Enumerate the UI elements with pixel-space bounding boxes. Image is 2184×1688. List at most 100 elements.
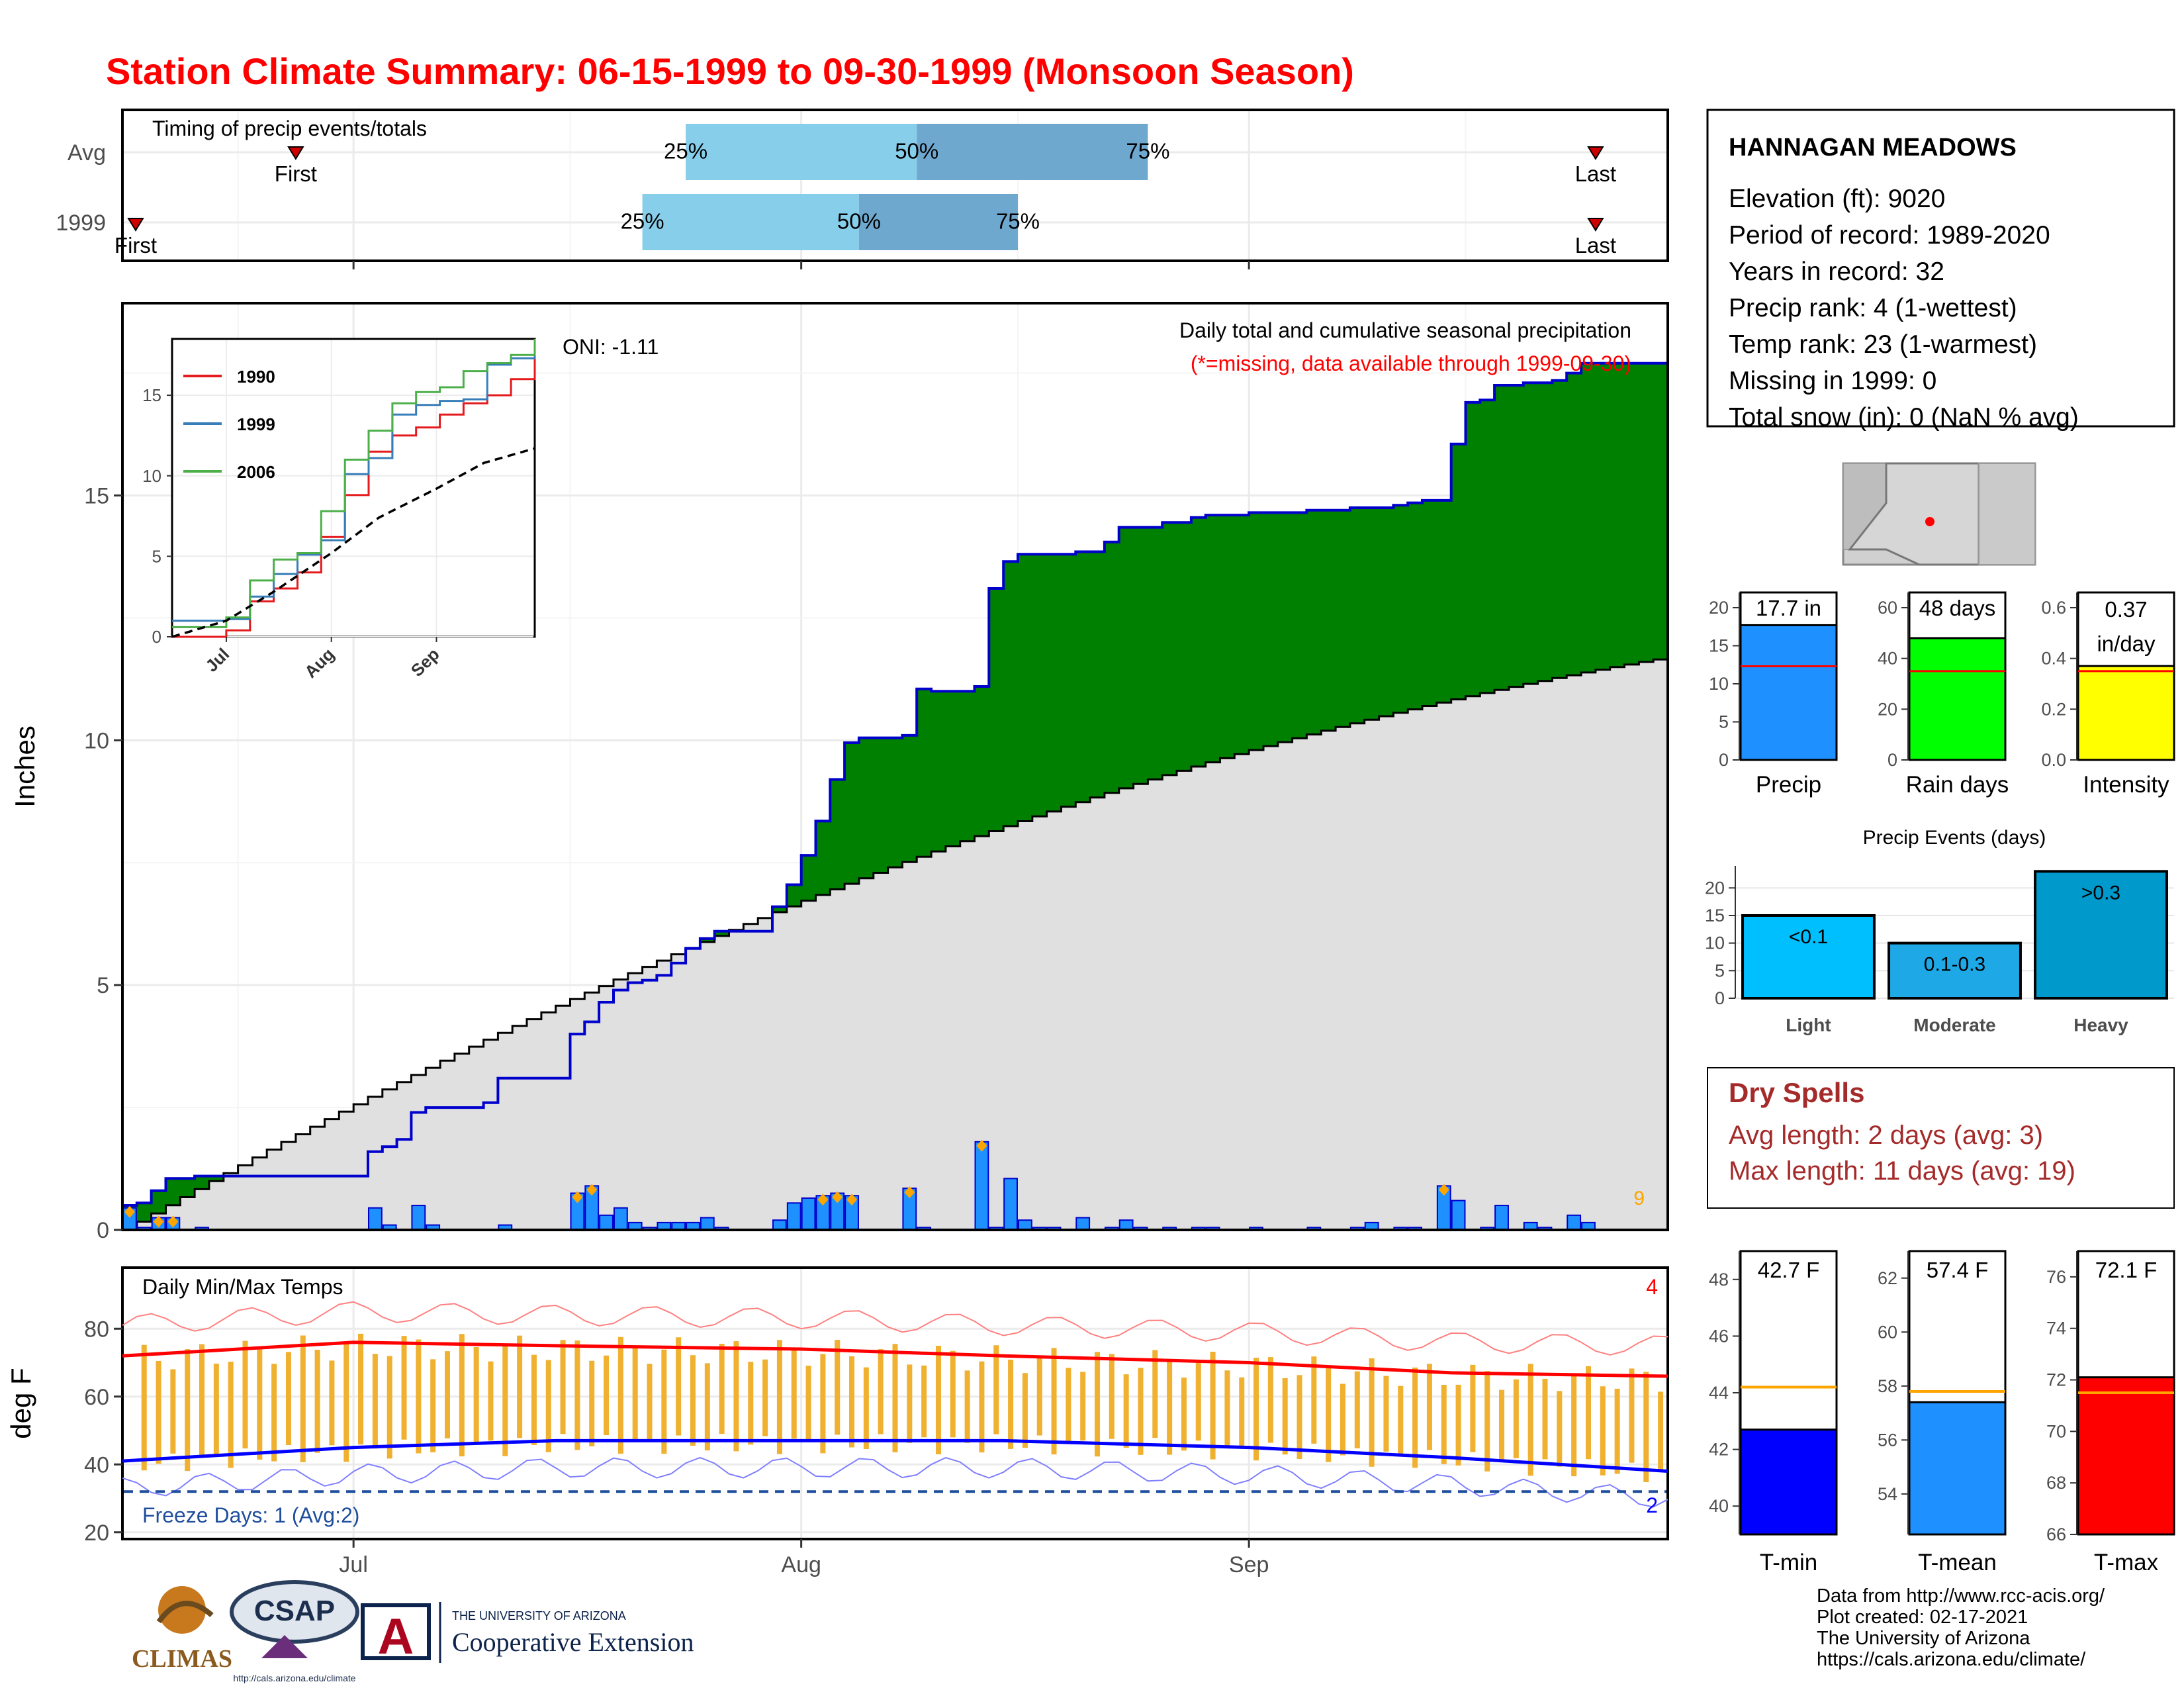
location-map	[1842, 462, 2036, 566]
summary-bar-value: 17.7 in	[1756, 596, 1821, 620]
temp-bar-label: T-min	[1760, 1550, 1818, 1575]
big-event-diamond	[1438, 1184, 1449, 1196]
temp-bar-tick-label: 68	[2046, 1473, 2066, 1493]
timing-first-label: First	[275, 162, 317, 186]
temp-y-tick-label: 40	[84, 1452, 109, 1477]
climas-logo: CLIMAS	[132, 1586, 232, 1673]
climas-swoosh-icon	[156, 1601, 214, 1624]
temp-y-tick-label: 80	[84, 1317, 109, 1342]
station-info-line: Elevation (ft): 9020	[1729, 185, 1945, 213]
big-event-diamond	[572, 1191, 583, 1203]
events-category-label: Heavy	[2073, 1015, 2128, 1035]
temp-bar-tick-label: 72	[2046, 1370, 2066, 1390]
daily-precip-bar	[801, 1197, 816, 1231]
temp-panel-title: Daily Min/Max Temps	[142, 1275, 343, 1299]
timing-first-marker	[287, 146, 304, 160]
temp-summary-bars: 42.7 F 40 42 44 46 48 T-min 57.4 F 54 56 58 60 62 T-m…	[1709, 1250, 2175, 1575]
temp-panel: 20 40 60 80 deg F Daily Min/Max Temps Freez…	[5, 1266, 1669, 1546]
dry-spells-title: Dry Spells	[1729, 1077, 1864, 1108]
freeze-days-label: Freeze Days: 1 (Avg:2)	[142, 1503, 359, 1527]
timing-last-marker	[1587, 146, 1604, 160]
summary-bar-tick-label: 0.6	[2041, 598, 2066, 618]
precip-y-tick-label: 5	[97, 973, 109, 998]
temp-series	[122, 1301, 1668, 1508]
precip-events-chart: Precip Events (days) 0 5 10 15 20 <0.1 Light 0.…	[1705, 827, 2174, 1035]
csap-text: CSAP	[254, 1595, 335, 1627]
temp-bar-fill	[1908, 1401, 2007, 1536]
events-bar	[1741, 914, 1876, 1000]
precip-y-label: Inches	[9, 726, 40, 808]
timing-row-label-avg: Avg	[68, 140, 106, 165]
big-event-diamond	[124, 1205, 135, 1218]
ua-logo: A THE UNIVERSITY OF ARIZONA Cooperative …	[361, 1602, 694, 1665]
precip-count-label: 9	[1633, 1188, 1645, 1209]
station-info-line: Period of record: 1989-2020	[1729, 221, 2050, 250]
dry-spells-frame	[1707, 1067, 2175, 1209]
events-bar-label: <0.1	[1789, 926, 1828, 948]
station-lines: Elevation (ft): 9020 Period of record: 19…	[1729, 185, 2079, 432]
inset-legend-label: 1990	[237, 367, 275, 387]
x-tick-label: Sep	[1229, 1552, 1269, 1577]
oni-label: ONI: -1.11	[563, 335, 659, 359]
inset-line-2006	[172, 339, 536, 628]
csap-cloud-icon	[230, 1580, 359, 1644]
inset-average-line	[171, 447, 535, 638]
timing-bar-q25-q50	[642, 194, 859, 250]
timing-bar-q50-q75	[917, 124, 1148, 180]
map-state-east	[1978, 463, 2036, 565]
timing-row-label-year: 1999	[56, 211, 106, 236]
summary-bar-fill	[2077, 665, 2175, 761]
inset-legend-label: 1999	[237, 414, 275, 434]
credit-line: Data from http://www.rcc-acis.org/	[1817, 1585, 2105, 1607]
precip-y-ticks: 0 5 10 15	[84, 483, 122, 1243]
events-category-label: Moderate	[1913, 1015, 1995, 1035]
events-y-tick-label: 10	[1705, 933, 1725, 953]
x-tick-label: Aug	[781, 1552, 821, 1577]
summary-bar-tick-label: 60	[1878, 598, 1897, 618]
summary-bar-label: Rain days	[1906, 772, 2009, 798]
inset-legend: 1990 1999 2006	[183, 367, 275, 482]
events-y-tick-label: 20	[1705, 878, 1725, 898]
summary-bar-tick-label: 20	[1878, 699, 1897, 719]
inset-grid	[173, 340, 533, 637]
daily-precip-bar	[1003, 1178, 1018, 1231]
credit-line: The University of Arizona	[1817, 1628, 2030, 1649]
temp-bar-tick-label: 44	[1709, 1383, 1729, 1403]
precip-y-tick-label: 0	[97, 1218, 109, 1243]
temp-bar-tick-label: 56	[1878, 1430, 1897, 1450]
events-y-tick-label: 5	[1715, 961, 1725, 980]
timing-panel: Timing of precip events/totals Avg 1999 …	[56, 109, 1669, 262]
events-bars: 0 5 10 15 20 <0.1 Light 0.1-0.3 Moderate >0.3 Heav…	[1705, 866, 2174, 1035]
average-cumulative-line	[122, 657, 1669, 1231]
temp-y-label: deg F	[5, 1368, 36, 1438]
events-bar-label: >0.3	[2081, 882, 2120, 904]
big-event-diamond	[976, 1139, 987, 1152]
cumulative-surplus-area	[122, 363, 1668, 1230]
hot-days-count: 4	[1646, 1275, 1658, 1299]
precip-panel-border	[121, 302, 1669, 1231]
inset-legend-label: 2006	[237, 462, 275, 482]
timing-first-label: First	[114, 233, 157, 258]
temp-bar-fill	[2077, 1376, 2175, 1536]
daily-precip-bar	[1075, 1217, 1091, 1231]
record-low-line	[122, 1456, 1668, 1508]
events-bar	[1888, 941, 2022, 1000]
big-event-diamond	[832, 1191, 843, 1203]
timing-first-marker	[127, 218, 144, 232]
temp-bar-tick-label: 42	[1709, 1440, 1729, 1460]
inset-lines	[171, 339, 536, 638]
csap-logo: CSAP http://cals.arizona.edu/climate	[230, 1580, 359, 1683]
summary-bar-tick-label: 0	[1719, 750, 1729, 770]
credit-line: https://cals.arizona.edu/climate/	[1817, 1649, 2086, 1670]
timing-last-label: Last	[1575, 233, 1616, 258]
credit-line: Plot created: 02-17-2021	[1817, 1607, 2028, 1628]
ua-small-text: THE UNIVERSITY OF ARIZONA	[452, 1609, 626, 1622]
temp-bar-value: 57.4 F	[1927, 1258, 1989, 1282]
temp-bar-tick-label: 74	[2046, 1319, 2066, 1338]
events-y-tick-label: 15	[1705, 906, 1725, 925]
dry-spells-max: Max length: 11 days (avg: 19)	[1729, 1156, 2075, 1186]
precip-y-tick-label: 15	[84, 483, 109, 508]
timing-q50-label: 50%	[895, 139, 938, 164]
temp-bar-tick-label: 70	[2046, 1421, 2066, 1441]
